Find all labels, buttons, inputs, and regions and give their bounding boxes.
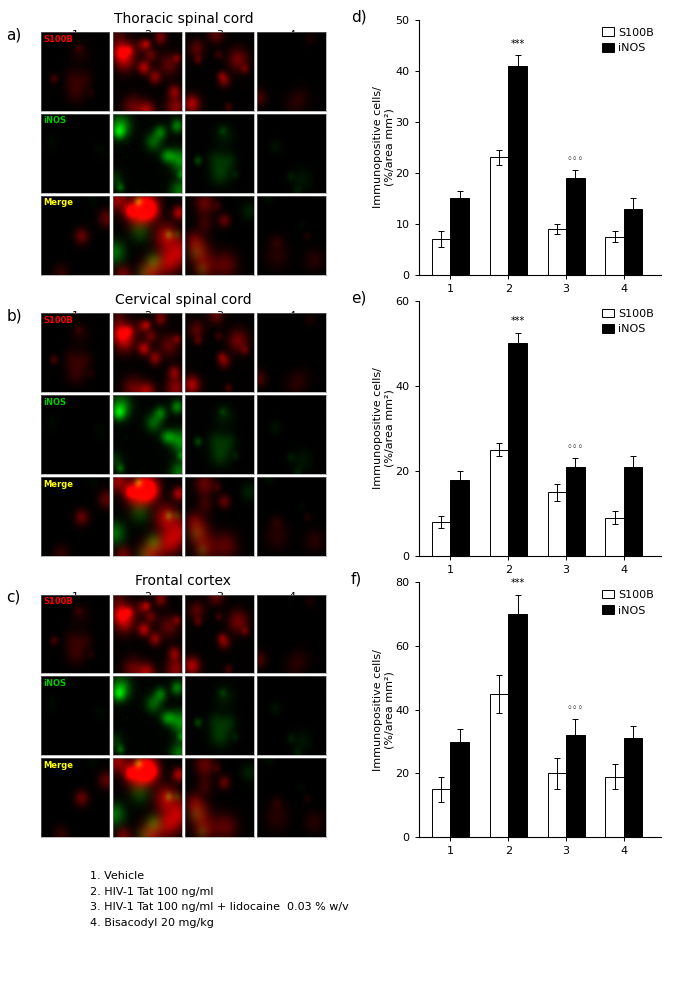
- Bar: [566, 178, 585, 275]
- Text: 3: 3: [216, 593, 223, 602]
- Y-axis label: Immunopositive cells/
(%/area mm²): Immunopositive cells/ (%/area mm²): [373, 648, 394, 771]
- Legend: S100B, iNOS: S100B, iNOS: [600, 588, 656, 618]
- Bar: [432, 239, 450, 275]
- Bar: [432, 790, 450, 837]
- Bar: [508, 614, 526, 837]
- Text: ***: ***: [510, 316, 524, 327]
- Text: d): d): [351, 10, 367, 25]
- Bar: [605, 236, 624, 275]
- Text: iNOS: iNOS: [43, 117, 66, 126]
- Bar: [624, 467, 643, 556]
- Text: Merge: Merge: [43, 198, 74, 207]
- Text: ***: ***: [510, 39, 524, 49]
- Title: Thoracic spinal cord: Thoracic spinal cord: [113, 12, 253, 26]
- Text: f): f): [351, 572, 362, 587]
- Text: 1: 1: [72, 311, 78, 321]
- Text: 1. Vehicle
2. HIV-1 Tat 100 ng/ml
3. HIV-1 Tat 100 ng/ml + lidocaine  0.03 % w/v: 1. Vehicle 2. HIV-1 Tat 100 ng/ml 3. HIV…: [90, 871, 349, 928]
- Text: S100B: S100B: [43, 596, 73, 606]
- Bar: [490, 694, 508, 837]
- Bar: [566, 467, 585, 556]
- Text: b): b): [6, 308, 22, 324]
- Text: ◦◦◦: ◦◦◦: [567, 154, 584, 164]
- Legend: S100B, iNOS: S100B, iNOS: [600, 306, 656, 336]
- Text: ◦◦◦: ◦◦◦: [567, 702, 584, 713]
- Bar: [450, 742, 469, 837]
- Bar: [508, 343, 526, 556]
- Bar: [547, 773, 566, 837]
- Bar: [450, 480, 469, 556]
- Bar: [547, 229, 566, 275]
- Legend: S100B, iNOS: S100B, iNOS: [600, 26, 656, 55]
- Title: Cervical spinal cord: Cervical spinal cord: [115, 293, 252, 307]
- Text: 3: 3: [216, 30, 223, 40]
- Text: a): a): [6, 27, 22, 42]
- Text: 1: 1: [72, 593, 78, 602]
- Text: 2: 2: [144, 311, 151, 321]
- Text: 4: 4: [288, 30, 296, 40]
- Bar: [490, 158, 508, 275]
- Bar: [624, 209, 643, 275]
- Text: iNOS: iNOS: [43, 679, 66, 688]
- Text: 2: 2: [144, 30, 151, 40]
- Bar: [547, 492, 566, 556]
- Bar: [508, 66, 526, 275]
- Text: 4: 4: [288, 593, 296, 602]
- Bar: [432, 522, 450, 556]
- Bar: [450, 198, 469, 275]
- Bar: [605, 518, 624, 556]
- Text: Merge: Merge: [43, 761, 74, 770]
- Y-axis label: Immunopositive cells/
(%/area mm²): Immunopositive cells/ (%/area mm²): [373, 368, 394, 490]
- Y-axis label: Immunopositive cells/
(%/area mm²): Immunopositive cells/ (%/area mm²): [373, 86, 394, 208]
- Text: ◦◦◦: ◦◦◦: [567, 441, 584, 452]
- Text: 2: 2: [144, 593, 151, 602]
- Text: Merge: Merge: [43, 480, 74, 489]
- Title: Frontal cortex: Frontal cortex: [136, 574, 232, 589]
- Text: c): c): [6, 590, 21, 604]
- Text: 1: 1: [72, 30, 78, 40]
- Text: e): e): [351, 290, 366, 306]
- Text: ***: ***: [510, 579, 524, 589]
- Text: S100B: S100B: [43, 34, 73, 43]
- Bar: [490, 449, 508, 556]
- Bar: [566, 735, 585, 837]
- Text: 3: 3: [216, 311, 223, 321]
- Bar: [624, 739, 643, 837]
- Text: 4: 4: [288, 311, 296, 321]
- Text: S100B: S100B: [43, 316, 73, 325]
- Bar: [605, 777, 624, 837]
- Text: iNOS: iNOS: [43, 397, 66, 407]
